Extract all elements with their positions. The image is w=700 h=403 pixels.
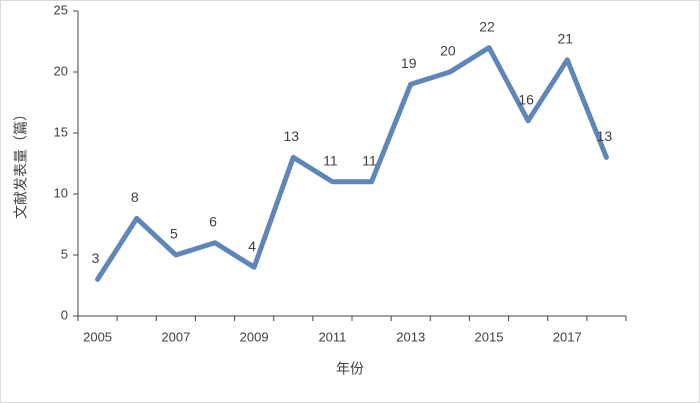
data-label: 4: [248, 238, 256, 254]
y-tick-label: 5: [61, 246, 68, 261]
data-label: 13: [597, 128, 613, 144]
data-label: 20: [440, 43, 456, 59]
x-tick-label: 2015: [475, 329, 504, 344]
data-line: [95, 45, 609, 282]
y-tick-label: 0: [61, 307, 68, 322]
y-tick-label: 25: [54, 2, 68, 17]
data-label: 19: [401, 55, 417, 71]
data-label: 13: [283, 128, 299, 144]
data-label: 6: [209, 214, 217, 230]
x-axis-title: 年份: [336, 361, 364, 377]
data-label: 3: [92, 250, 100, 266]
y-tick-label: 20: [54, 63, 68, 78]
x-tick-label: 2007: [161, 329, 190, 344]
data-label: 5: [170, 226, 178, 242]
data-label: 16: [518, 92, 534, 108]
y-axis-title: 文献发表量（篇）: [13, 107, 29, 219]
y-tick-label: 10: [54, 185, 68, 200]
x-tick-label: 2013: [396, 329, 425, 344]
data-label: 22: [479, 18, 495, 34]
x-tick-label: 2011: [318, 329, 346, 344]
data-label: 11: [362, 153, 377, 169]
x-tick-label: 2009: [240, 329, 269, 344]
data-label: 8: [131, 189, 139, 205]
data-label: 21: [557, 31, 573, 47]
data-label: 11: [323, 153, 338, 169]
y-tick-label: 15: [54, 124, 68, 139]
x-tick-label: 2017: [553, 329, 582, 344]
x-tick-label: 2005: [83, 329, 112, 344]
